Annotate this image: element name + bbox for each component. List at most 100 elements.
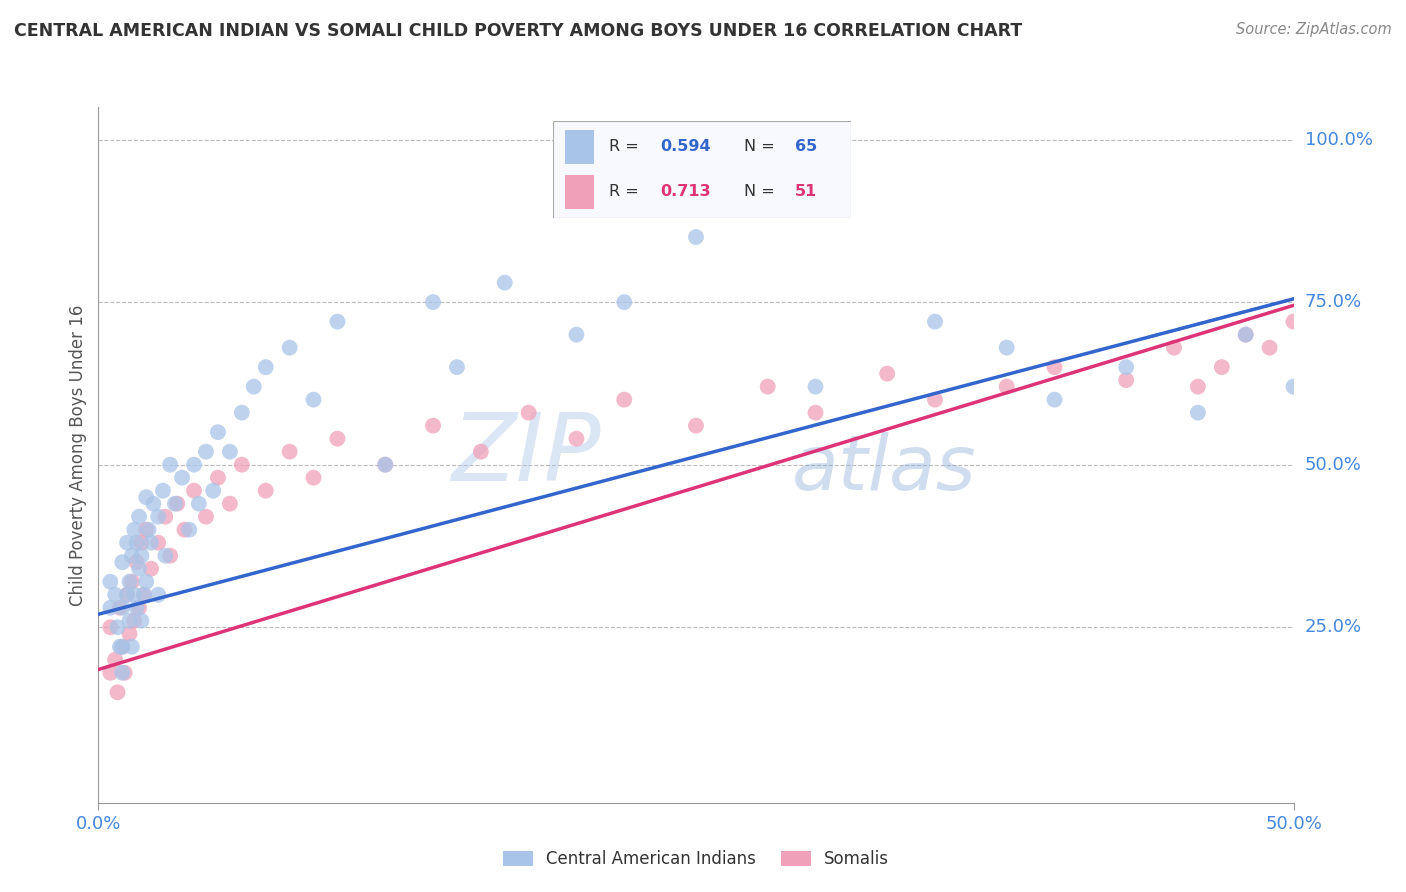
Point [118,614,141,628]
Point [98,574,122,589]
Point [804,406,827,420]
Point [111,640,134,654]
Text: 25.0%: 25.0% [1305,618,1362,636]
Point [231,458,253,472]
Point [1163,341,1185,355]
Point [278,444,301,458]
Point [804,379,827,393]
Point [183,458,205,472]
Point [995,379,1018,393]
Point [422,295,444,310]
Point [125,555,148,569]
Text: 100.0%: 100.0% [1305,130,1372,149]
Point [1115,373,1137,387]
Point [124,588,146,602]
Point [173,523,195,537]
Point [111,600,134,615]
Point [756,185,779,199]
Point [1187,379,1209,393]
Point [179,523,201,537]
Point [326,432,349,446]
Text: ZIP: ZIP [451,409,600,500]
Point [107,620,129,634]
Point [121,640,143,654]
Point [118,574,141,589]
Point [108,640,131,654]
Point [1234,327,1257,342]
Point [172,471,194,485]
Point [135,523,157,537]
Point [115,588,138,602]
Point [135,574,157,589]
Text: 75.0%: 75.0% [1305,293,1362,311]
Point [756,379,779,393]
Point [995,341,1018,355]
Point [121,549,143,563]
Point [111,665,134,680]
Point [163,497,186,511]
Point [111,640,134,654]
Point [565,327,588,342]
Point [132,588,155,602]
Point [278,341,301,355]
Point [219,497,242,511]
Point [207,471,229,485]
Point [155,509,177,524]
Point [1258,341,1281,355]
Point [1234,327,1257,342]
Point [104,588,127,602]
Point [374,458,396,472]
Point [1282,315,1305,329]
Point [125,600,148,615]
Point [155,549,177,563]
Point [613,392,636,407]
Point [142,497,165,511]
Point [139,562,162,576]
Point [231,406,253,420]
Point [374,458,396,472]
Point [121,574,143,589]
Point [876,367,898,381]
Point [104,653,127,667]
Point [302,392,325,407]
Point [148,588,170,602]
Point [115,588,138,602]
Point [924,392,946,407]
Point [128,600,150,615]
Point [517,406,540,420]
Point [128,562,150,576]
Point [98,665,122,680]
Point [124,614,146,628]
Point [125,535,148,549]
Point [131,535,153,549]
Point [302,471,325,485]
Point [138,523,160,537]
Text: atlas: atlas [792,432,976,506]
Point [1282,379,1305,393]
Point [924,315,946,329]
Point [131,614,153,628]
Point [111,555,134,569]
Point [124,523,146,537]
Point [131,549,153,563]
Y-axis label: Child Poverty Among Boys Under 16: Child Poverty Among Boys Under 16 [69,304,87,606]
Point [148,509,170,524]
Legend: Central American Indians, Somalis: Central American Indians, Somalis [496,843,896,874]
Point [1115,360,1137,375]
Point [107,685,129,699]
Point [128,509,150,524]
Point [446,360,468,375]
Point [135,490,157,504]
Point [152,483,174,498]
Text: 50.0%: 50.0% [1305,456,1361,474]
Point [1043,392,1066,407]
Text: Source: ZipAtlas.com: Source: ZipAtlas.com [1236,22,1392,37]
Point [254,360,277,375]
Point [1211,360,1233,375]
Point [613,295,636,310]
Point [685,418,707,433]
Point [139,535,162,549]
Point [194,509,217,524]
Point [202,483,225,498]
Point [183,483,205,498]
